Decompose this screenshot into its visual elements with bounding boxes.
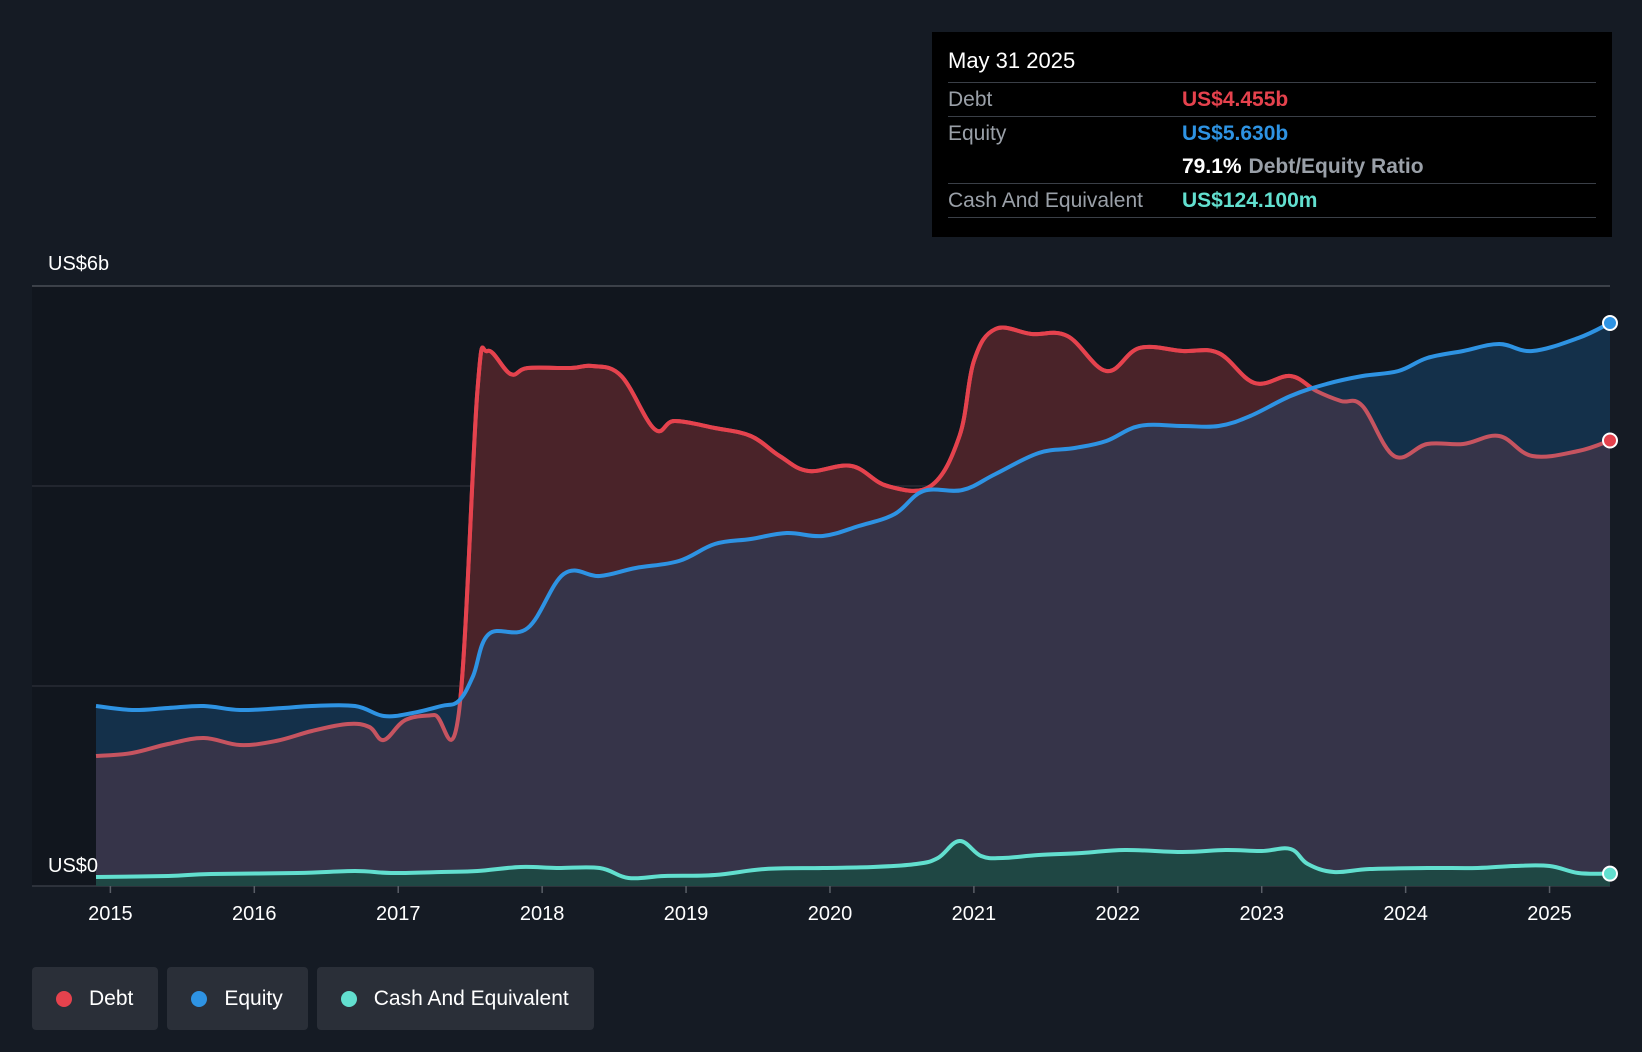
tooltip-equity-value: US$5.630b (1182, 121, 1289, 145)
x-tick-label-2019: 2019 (664, 903, 709, 925)
legend-cash-dot-icon (340, 990, 357, 1007)
tooltip-debt-label: Debt (948, 87, 993, 111)
x-tick-label-2025: 2025 (1527, 903, 1572, 925)
x-tick-label-2021: 2021 (952, 903, 997, 925)
tooltip-ratio-row: 79.1% Debt/Equity Ratio (948, 150, 1596, 183)
cash-area (96, 840, 1610, 886)
tooltip-ratio-label: Debt/Equity Ratio (1248, 154, 1424, 178)
equity-end-marker (1602, 315, 1618, 331)
legend-debt-dot-icon (56, 990, 72, 1007)
legend-equity-dot-icon (191, 990, 208, 1007)
tooltip-cash-row: Cash And Equivalent US$124.100m (948, 183, 1596, 218)
equity-line (95, 321, 1611, 719)
tooltip-debt-row: Debt US$4.455b (948, 82, 1596, 116)
tooltip-cash-value: US$124.100m (1182, 188, 1318, 212)
x-tick-label-2016: 2016 (232, 903, 277, 925)
x-tick-label-2015: 2015 (88, 903, 133, 925)
x-tick-label-2020: 2020 (808, 903, 853, 925)
legend-debt-label: Debt (89, 986, 134, 1010)
tooltip-date: May 31 2025 (948, 48, 1076, 73)
legend-cash-label: Cash And Equivalent (373, 986, 569, 1010)
legend-item-debt[interactable]: Debt (32, 967, 159, 1030)
y-axis-label-max: US$6b (48, 253, 109, 275)
x-tick-label-2017: 2017 (376, 903, 421, 925)
tooltip-equity-label: Equity (948, 121, 1007, 145)
tooltip-panel: May 31 2025 Debt US$4.455b Equity US$5.6… (932, 32, 1612, 237)
cash-and-equivalent-end-marker (1602, 865, 1618, 882)
tooltip-cash-label: Cash And Equivalent (948, 188, 1143, 212)
x-tick-label-2024: 2024 (1383, 903, 1428, 925)
tooltip-debt-value: US$4.455b (1182, 87, 1289, 111)
y-axis-label-min: US$0 (48, 855, 98, 877)
x-tick-label-2022: 2022 (1096, 903, 1141, 925)
x-tick-label-2018: 2018 (520, 903, 565, 925)
tooltip-ratio-value: 79.1% (1182, 154, 1242, 178)
legend-item-equity[interactable]: Equity (167, 967, 308, 1030)
chart-legend: Debt Equity Cash And Equivalent (32, 967, 594, 1030)
x-tick-label-2023: 2023 (1239, 903, 1284, 925)
cash-line (95, 839, 1611, 881)
legend-equity-label: Equity (224, 986, 283, 1010)
legend-item-cash[interactable]: Cash And Equivalent (316, 967, 594, 1030)
tooltip-equity-row: Equity US$5.630b (948, 116, 1596, 150)
debt-end-marker (1602, 432, 1618, 449)
